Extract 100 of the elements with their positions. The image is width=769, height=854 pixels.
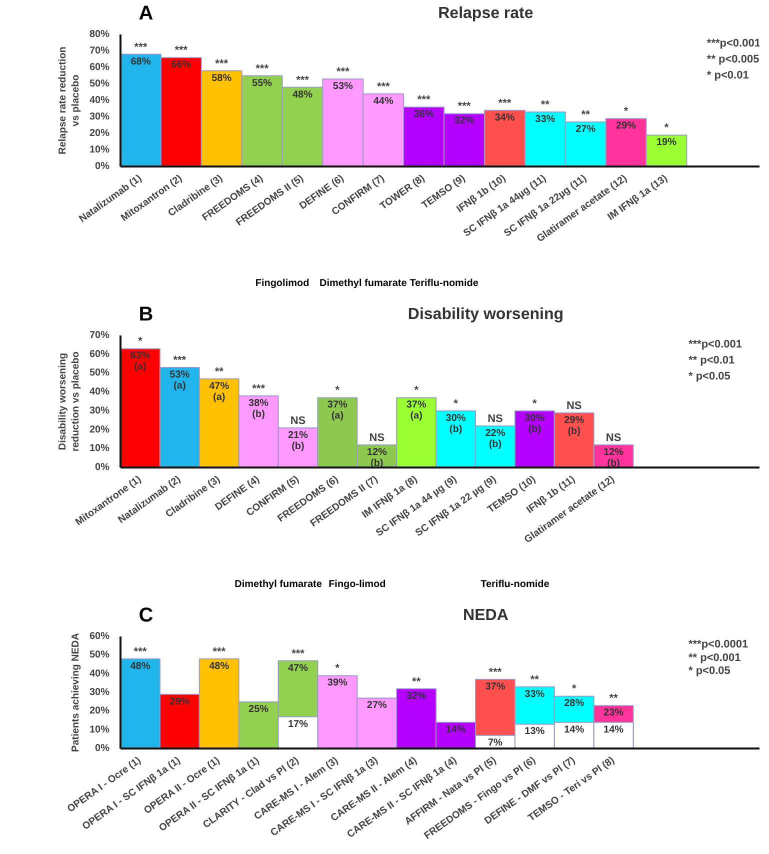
text: Teriflu-nomide: [480, 579, 550, 590]
annotation: ***: [417, 94, 431, 106]
annotation: **: [581, 108, 591, 121]
annotation: ***: [173, 354, 187, 367]
data-label: 36%: [414, 109, 434, 120]
annotation: ***: [292, 648, 306, 660]
text: C: [138, 604, 154, 626]
data-label: 68%: [130, 56, 151, 68]
annotation: ***: [215, 58, 229, 70]
annotation: *: [335, 662, 340, 675]
annotation: **: [530, 674, 540, 686]
annotation: ***: [134, 41, 148, 54]
text: ** p<0.005: [706, 54, 760, 66]
y-tick-label: 20%: [89, 424, 110, 436]
text: * p<0.05: [688, 665, 730, 678]
annotation: ***: [336, 66, 350, 78]
data-label: 47%: [288, 662, 308, 674]
annotation: *: [414, 384, 420, 397]
text: ** p<0.001: [688, 652, 741, 664]
data-label: 19%: [656, 137, 677, 148]
data-label: 44%: [373, 96, 394, 107]
text: * p<0.01: [706, 69, 749, 82]
y-tick-label: 10%: [89, 443, 110, 454]
y-axis-title: Disability worsening reduction vs placebo: [57, 351, 82, 452]
annotation: *: [532, 398, 538, 410]
annotation: NS: [606, 432, 622, 444]
data-label: 14%: [446, 724, 466, 736]
data-label: 48%: [209, 660, 230, 672]
data-label: 58%: [212, 72, 232, 84]
text: A: [138, 2, 154, 24]
text: Fingolimod: [255, 278, 310, 289]
data-label: 27%: [576, 124, 596, 135]
data-label: 23%: [604, 708, 624, 719]
annotation: ***: [256, 62, 270, 75]
annotation: ***: [174, 44, 188, 57]
data-label: 38% (b): [248, 398, 269, 420]
annotation: NS: [566, 400, 582, 412]
chart-title: Relapse rate: [438, 5, 534, 22]
y-tick-label: 10%: [89, 724, 110, 736]
data-label: 14%: [564, 724, 584, 736]
data-label: 13%: [524, 726, 545, 738]
data-label: 29% (b): [564, 414, 584, 437]
annotation: **: [214, 366, 224, 378]
y-tick-label: 40%: [89, 386, 110, 398]
data-label: 32%: [454, 116, 474, 127]
data-label: 53% (a): [170, 370, 190, 392]
annotation: **: [540, 99, 550, 112]
annotation: ***: [212, 646, 226, 658]
y-tick-label: 60%: [89, 631, 110, 642]
y-tick-label: 70%: [89, 46, 110, 56]
annotation: *: [572, 683, 577, 696]
data-label: 29%: [616, 120, 636, 132]
text: * p<0.05: [688, 370, 730, 382]
text: ***p<0.0001: [688, 638, 748, 650]
data-label: 33%: [535, 114, 556, 126]
data-label: 63% (a): [130, 350, 150, 373]
data-label: 32%: [406, 690, 426, 702]
data-label: 39%: [327, 678, 348, 689]
data-label: 33%: [524, 688, 545, 700]
y-tick-label: 40%: [89, 95, 110, 106]
annotation: ***: [134, 646, 148, 658]
data-label: 7%: [488, 737, 503, 748]
data-label: 37% (a): [406, 400, 426, 422]
y-tick-label: 20%: [89, 706, 110, 717]
text: Fingo-limod: [328, 579, 386, 590]
annotation: NS: [369, 432, 385, 444]
annotation: *: [664, 122, 670, 134]
data-label: 48%: [130, 660, 150, 672]
y-tick-label: 30%: [89, 112, 110, 122]
data-label: 47% (a): [209, 380, 230, 403]
annotation: **: [609, 692, 619, 705]
annotation: **: [412, 676, 422, 688]
text: ** p<0.01: [688, 354, 735, 367]
data-label: 28%: [564, 698, 584, 710]
data-label: 53%: [332, 81, 354, 92]
annotation: ***: [296, 74, 310, 86]
text: Dimethyl fumarate: [234, 579, 322, 590]
data-label: 27%: [366, 700, 388, 712]
data-label: 55%: [252, 78, 272, 89]
annotation: NS: [488, 413, 503, 426]
y-axis-title: Relapse rate reduction vs placebo: [57, 46, 82, 154]
y-tick-label: 50%: [89, 368, 110, 379]
data-label: 66%: [171, 60, 192, 71]
data-label: 22% (b): [485, 428, 506, 450]
y-tick-label: 80%: [89, 29, 110, 40]
y-tick-label: 60%: [89, 62, 110, 73]
annotation: ***: [458, 100, 472, 113]
y-tick-label: 0%: [95, 462, 110, 473]
text: Dimethyl fumarate: [320, 278, 408, 289]
text: Teriflu-nomide: [410, 278, 479, 289]
y-tick-label: 70%: [89, 330, 110, 341]
y-tick-label: 60%: [89, 348, 110, 360]
y-tick-label: 40%: [89, 668, 110, 680]
annotation: *: [454, 398, 459, 410]
y-tick-label: 0%: [95, 161, 110, 172]
chart-title: Disability worsening: [408, 306, 564, 323]
annotation: ***: [488, 666, 502, 678]
annotation: *: [624, 106, 629, 118]
data-label: 17%: [288, 718, 308, 730]
data-label: 34%: [494, 112, 515, 124]
